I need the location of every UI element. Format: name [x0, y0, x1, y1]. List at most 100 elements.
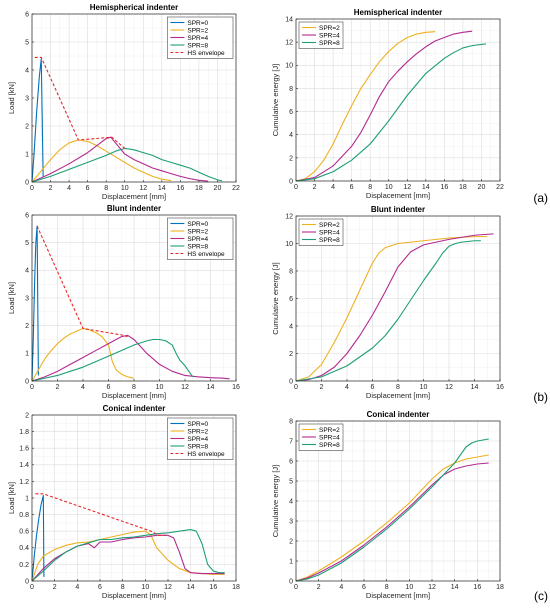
axes-frame	[295, 18, 501, 182]
legend-label: SPR=2	[319, 222, 340, 229]
x-tick-label: 4	[339, 584, 343, 591]
y-tick-label: 1	[25, 151, 29, 158]
x-tick-label: 14	[158, 185, 166, 192]
legend-label: HS envelope	[187, 50, 225, 57]
y-axis-label: Cumulative energy [J]	[271, 465, 280, 538]
y-tick-label: 5	[289, 478, 293, 485]
x-tick-label: 0	[30, 185, 34, 192]
series-line-hs-envelope	[35, 493, 168, 536]
x-tick-label: 18	[459, 184, 467, 191]
legend-label: SPR=4	[187, 35, 208, 42]
series-line-spr-4	[31, 334, 230, 382]
x-tick-label: 22	[232, 185, 240, 192]
y-tick-label: 4	[289, 498, 293, 505]
x-tick-label: 16	[473, 584, 481, 591]
x-tick-label: 8	[121, 584, 125, 591]
series-line-hs-envelope	[34, 56, 126, 149]
y-tick-label: 8	[289, 418, 293, 425]
y-tick-label: 4	[289, 323, 293, 330]
x-tick-label: 6	[362, 584, 366, 591]
legend-label: SPR=4	[319, 229, 340, 236]
x-tick-label: 0	[294, 184, 298, 191]
x-tick-label: 4	[67, 185, 71, 192]
x-tick-label: 16	[232, 384, 240, 391]
series-line-spr-2	[31, 530, 225, 582]
legend-label: SPR=2	[187, 228, 208, 235]
series-line-spr-2	[31, 139, 172, 183]
x-tick-label: 2	[313, 184, 317, 191]
series-line-spr-8	[295, 240, 481, 382]
y-tick-label: 1.4	[19, 462, 29, 469]
series-line-spr-0	[31, 58, 44, 183]
series-line-spr-4	[295, 30, 473, 182]
legend-label: SPR=4	[319, 434, 340, 441]
y-tick-label: 6	[25, 11, 29, 18]
x-tick-label: 14	[451, 584, 459, 591]
x-tick-label: 0	[294, 584, 298, 591]
x-axis-label: Displacement [mm]	[102, 391, 166, 400]
y-tick-label: 4	[25, 268, 29, 275]
x-tick-label: 0	[30, 384, 34, 391]
y-tick-label: 0	[25, 578, 29, 585]
x-axis-label: Displacement [mm]	[366, 191, 430, 200]
x-tick-label: 10	[420, 384, 428, 391]
x-tick-label: 2	[56, 384, 60, 391]
y-axis-label: Load [kN]	[7, 482, 16, 514]
legend-label: HS envelope	[187, 451, 225, 458]
x-tick-label: 6	[98, 584, 102, 591]
x-tick-label: 6	[350, 184, 354, 191]
legend-label: SPR=8	[319, 40, 340, 47]
x-tick-label: 12	[428, 584, 436, 591]
series-line-spr-0	[31, 225, 39, 382]
series-line-spr-2	[295, 454, 489, 582]
x-tick-label: 16	[176, 185, 184, 192]
x-tick-label: 22	[496, 184, 504, 191]
y-tick-label: 4	[25, 67, 29, 74]
x-axis-label: Displacement [mm]	[102, 591, 166, 600]
y-axis-label: Cumulative energy [J]	[271, 262, 280, 335]
legend-label: SPR=4	[319, 32, 340, 39]
x-tick-label: 12	[139, 185, 147, 192]
x-tick-label: 12	[445, 384, 453, 391]
x-tick-label: 12	[181, 384, 189, 391]
legend-label: SPR=2	[319, 427, 340, 434]
x-tick-label: 6	[371, 384, 375, 391]
panel-label-b: (b)	[533, 390, 548, 404]
chart-title: Blunt indenter	[371, 205, 425, 214]
x-tick-label: 10	[405, 584, 413, 591]
y-tick-label: 3	[25, 295, 29, 302]
chart-title: Hemispherical indenter	[90, 3, 178, 12]
legend-label: SPR=0	[187, 20, 208, 27]
legend-label: SPR=0	[187, 421, 208, 428]
y-tick-label: 3	[289, 518, 293, 525]
legend-label: SPR=4	[187, 436, 208, 443]
x-tick-label: 8	[132, 384, 136, 391]
x-tick-label: 16	[440, 184, 448, 191]
y-tick-label: 0.4	[19, 545, 29, 552]
series-line-spr-8	[295, 438, 489, 582]
y-tick-label: 2	[289, 538, 293, 545]
series-line-spr-0	[31, 494, 45, 582]
x-tick-label: 16	[209, 584, 217, 591]
y-tick-label: 3	[25, 95, 29, 102]
chart-title: Conical indenter	[367, 410, 430, 419]
chart-blunt-energy: 0 2 4 6 8 10 12 14 16 0 2 4 6 8 10 12 Blunt indenter Disp…	[271, 205, 504, 400]
y-axis-label: Load [kN]	[7, 282, 16, 314]
x-tick-label: 14	[422, 184, 430, 191]
x-tick-label: 8	[385, 584, 389, 591]
x-tick-label: 4	[81, 384, 85, 391]
series-line-spr-8	[31, 528, 225, 582]
y-tick-label: 0	[289, 178, 293, 185]
x-tick-label: 16	[496, 384, 504, 391]
y-tick-label: 1	[25, 495, 29, 502]
y-tick-label: 6	[25, 212, 29, 219]
y-tick-label: 0	[25, 378, 29, 385]
x-tick-label: 4	[331, 184, 335, 191]
y-tick-label: 5	[25, 39, 29, 46]
chart-title: Hemispherical indenter	[354, 8, 442, 17]
y-tick-label: 2	[25, 323, 29, 330]
